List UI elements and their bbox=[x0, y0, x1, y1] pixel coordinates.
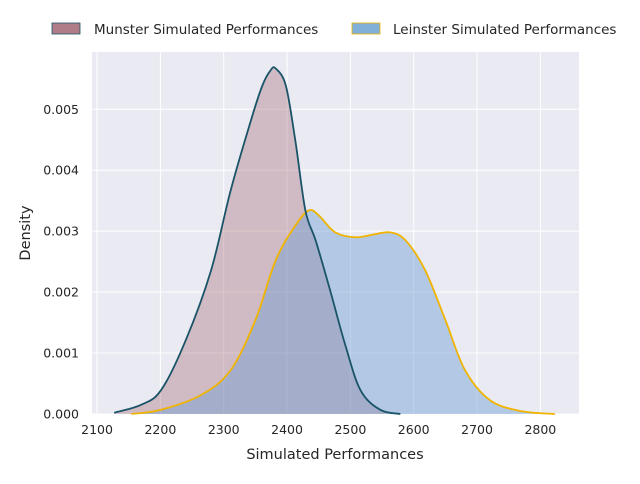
legend: Munster Simulated Performances Leinster … bbox=[51, 22, 616, 38]
x-axis-ticks: 2100 2200 2300 2400 2500 2600 2700 2800 bbox=[81, 422, 556, 437]
y-tick-label: 0.000 bbox=[43, 407, 79, 422]
x-tick-label: 2100 bbox=[81, 422, 113, 437]
leinster-density-line bbox=[131, 209, 555, 415]
x-tick-label: 2600 bbox=[398, 422, 430, 437]
y-axis-label: Density bbox=[18, 205, 34, 261]
x-tick-label: 2800 bbox=[524, 422, 556, 437]
y-tick-label: 0.001 bbox=[43, 346, 79, 361]
legend-label-leinster: Leinster Simulated Performances bbox=[393, 22, 616, 38]
grid bbox=[92, 52, 579, 415]
leinster-density-area bbox=[131, 209, 555, 414]
x-tick-label: 2400 bbox=[271, 422, 303, 437]
munster-density-line bbox=[113, 66, 401, 415]
x-tick-label: 2500 bbox=[334, 422, 366, 437]
y-tick-label: 0.005 bbox=[43, 102, 79, 117]
legend-label-munster: Munster Simulated Performances bbox=[94, 22, 318, 38]
density-areas bbox=[113, 66, 555, 415]
legend-patch-munster bbox=[51, 22, 81, 35]
y-tick-label: 0.003 bbox=[43, 224, 79, 239]
x-axis-label: Simulated Performances bbox=[246, 447, 423, 463]
munster-density-area bbox=[114, 67, 401, 415]
x-tick-label: 2200 bbox=[144, 422, 176, 437]
y-axis-ticks: 0.000 0.001 0.002 0.003 0.004 0.005 bbox=[43, 102, 79, 422]
y-tick-label: 0.002 bbox=[43, 285, 79, 300]
x-tick-label: 2700 bbox=[461, 422, 493, 437]
x-tick-label: 2300 bbox=[208, 422, 240, 437]
y-tick-label: 0.004 bbox=[43, 163, 79, 178]
legend-patch-leinster bbox=[351, 22, 381, 35]
